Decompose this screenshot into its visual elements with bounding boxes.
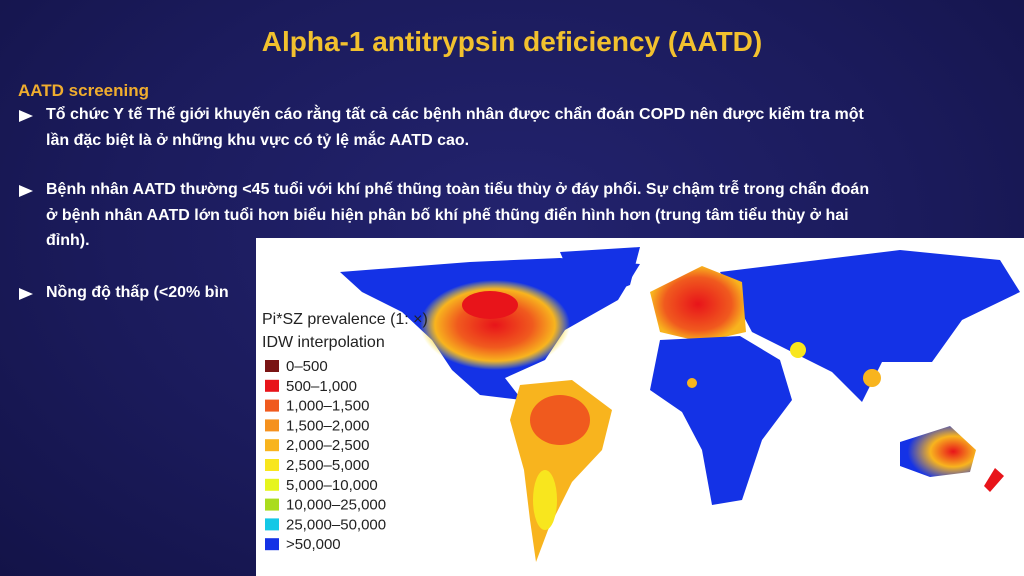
legend-swatch [265,478,279,491]
legend-swatch [265,498,279,511]
legend-subtitle: IDW interpolation [262,334,385,351]
legend-swatch [265,459,279,471]
legend-title: Pi*SZ prevalence (1: ×) [262,311,428,328]
legend-label: 0–500 [286,358,328,375]
legend-label: 500–1,000 [286,378,357,395]
bullet-line: Tổ chức Y tế Thế giới khuyến cáo rằng tấ… [46,106,864,123]
bullet-line: lần đặc biệt là ở những khu vực có tỷ lệ… [46,131,470,149]
legend-swatch [265,538,279,551]
bullet-marker [19,110,33,122]
legend-label: 1,000–1,500 [286,398,369,415]
legend-label: 10,000–25,000 [286,497,386,514]
legend-label: 5,000–10,000 [286,477,378,494]
prevalence-map: Pi*SZ prevalence (1: ×) IDW interpolatio… [256,238,1024,576]
legend-swatch [265,439,279,452]
bullet-line: ở bệnh nhân AATD lớn tuổi hơn biểu hiện … [46,206,849,224]
bullet-marker [19,185,33,197]
bullet-line: đỉnh). [46,232,90,249]
continents [340,247,1020,562]
legend-label: 2,000–2,500 [286,437,369,454]
legend-swatch [265,518,279,531]
bullet-line: Nồng độ thấp (<20% bìn [46,284,229,301]
legend-swatch [265,379,279,392]
section-heading: AATD screening [18,81,149,100]
legend-label: 1,500–2,000 [286,417,369,434]
legend-label: 2,500–5,000 [286,457,369,474]
slide-title: Alpha-1 antitrypsin deficiency (AATD) [261,26,763,57]
bullet-marker [19,288,33,300]
legend-label: 25,000–50,000 [286,516,386,533]
legend: 0–500 500–1,000 1,000–1,500 1,500–2,000 2,00… [265,358,386,553]
legend-swatch [265,399,279,412]
legend-swatch [265,360,279,372]
bullet-line: Bệnh nhân AATD thường <45 tuổi với khí p… [46,181,870,198]
legend-swatch [265,419,279,432]
legend-label: >50,000 [286,536,341,553]
